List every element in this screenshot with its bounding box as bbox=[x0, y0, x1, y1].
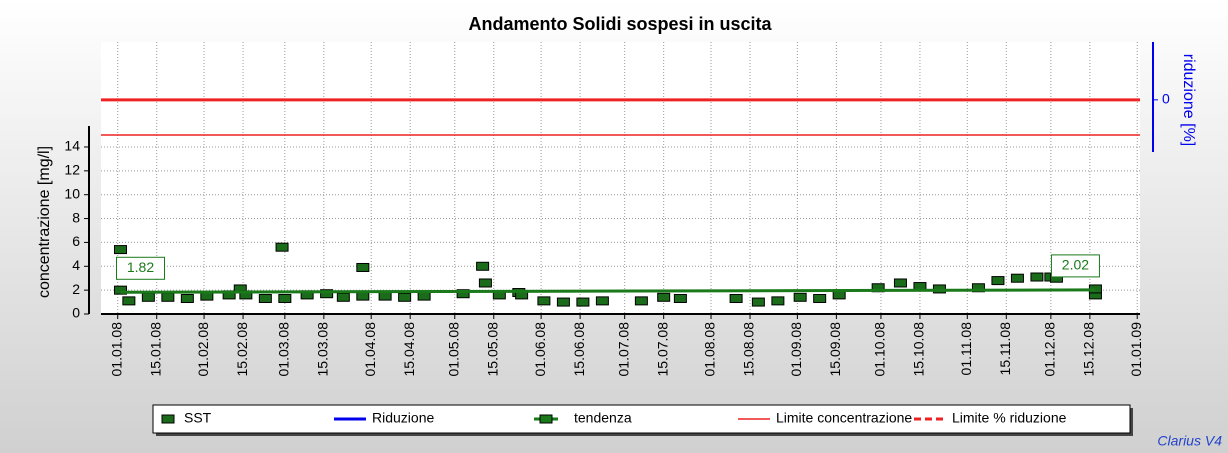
data-point bbox=[378, 291, 392, 301]
y-tick-label: 8 bbox=[72, 209, 80, 225]
x-tick-label: 01.09.08 bbox=[788, 322, 804, 377]
data-point bbox=[673, 293, 687, 303]
legend-label: tendenza bbox=[574, 410, 632, 426]
x-tick-label: 01.07.08 bbox=[615, 322, 631, 377]
data-point bbox=[478, 278, 492, 288]
x-tick-label: 15.04.08 bbox=[401, 322, 417, 377]
x-tick-label: 01.08.08 bbox=[702, 322, 718, 377]
x-tick-label: 15.05.08 bbox=[484, 322, 500, 377]
x-tick-label: 15.09.08 bbox=[827, 322, 843, 377]
data-point bbox=[595, 296, 609, 306]
legend-label: Limite % riduzione bbox=[952, 410, 1067, 426]
x-tick-label: 01.02.08 bbox=[195, 322, 211, 377]
x-tick-label: 15.12.08 bbox=[1081, 322, 1097, 377]
legend bbox=[152, 404, 1131, 434]
annotation-box bbox=[115, 256, 165, 280]
x-tick-label: 01.04.08 bbox=[362, 322, 378, 377]
x-tick-label: 01.06.08 bbox=[532, 322, 548, 377]
data-point bbox=[476, 261, 490, 271]
x-tick-label: 15.10.08 bbox=[911, 322, 927, 377]
data-point bbox=[556, 297, 570, 307]
data-point bbox=[657, 292, 671, 302]
x-tick-label: 15.07.08 bbox=[654, 322, 670, 377]
data-point bbox=[751, 297, 765, 307]
data-point bbox=[771, 296, 785, 306]
data-point bbox=[813, 293, 827, 303]
data-point bbox=[1010, 273, 1024, 283]
y-tick-label: 4 bbox=[72, 257, 80, 273]
data-point bbox=[113, 245, 127, 255]
footer: Clarius V4 bbox=[1157, 433, 1222, 449]
x-tick-label: 01.01.08 bbox=[108, 322, 124, 377]
annotation-box bbox=[1050, 254, 1100, 278]
x-tick-label: 15.08.08 bbox=[741, 322, 757, 377]
data-point bbox=[893, 278, 907, 288]
y2-axis-title: riduzione [%] bbox=[1180, 54, 1197, 147]
x-tick-label: 15.03.08 bbox=[315, 322, 331, 377]
x-tick-label: 15.02.08 bbox=[234, 322, 250, 377]
data-point bbox=[141, 292, 155, 302]
plot-area bbox=[101, 42, 1140, 314]
data-point bbox=[275, 242, 289, 252]
annotation: 2.02 bbox=[1062, 257, 1089, 273]
data-point bbox=[356, 262, 370, 272]
data-point bbox=[278, 293, 292, 303]
x-tick-label: 15.01.08 bbox=[147, 322, 163, 377]
y2-tick-label: 0 bbox=[1162, 91, 1170, 107]
x-tick-label: 01.12.08 bbox=[1042, 322, 1058, 377]
data-point bbox=[832, 290, 846, 300]
data-point bbox=[356, 291, 370, 301]
chart-title: Andamento Solidi sospesi in uscita bbox=[468, 14, 772, 34]
y-tick-label: 14 bbox=[64, 138, 80, 154]
data-point bbox=[161, 292, 175, 302]
x-tick-label: 01.03.08 bbox=[276, 322, 292, 377]
legend-marker bbox=[539, 414, 553, 424]
x-tick-label: 15.06.08 bbox=[571, 322, 587, 377]
x-tick-label: 01.05.08 bbox=[445, 322, 461, 377]
legend-label: SST bbox=[184, 410, 212, 426]
x-tick-label: 01.11.08 bbox=[958, 322, 974, 376]
y-tick-label: 10 bbox=[64, 185, 80, 201]
data-point bbox=[991, 276, 1005, 286]
legend-marker bbox=[161, 414, 175, 424]
y-tick-label: 0 bbox=[72, 305, 80, 321]
data-point bbox=[537, 296, 551, 306]
data-point bbox=[258, 293, 272, 303]
data-point bbox=[320, 289, 334, 299]
legend-label: Limite concentrazione bbox=[776, 410, 912, 426]
data-point bbox=[180, 293, 194, 303]
x-tick-label: 01.10.08 bbox=[872, 322, 888, 377]
data-point bbox=[1030, 272, 1044, 282]
y-tick-label: 12 bbox=[64, 162, 80, 178]
data-point bbox=[398, 292, 412, 302]
x-tick-label: 01.01.09 bbox=[1128, 322, 1144, 377]
data-point bbox=[336, 292, 350, 302]
y-tick-label: 6 bbox=[72, 233, 80, 249]
trend-line bbox=[120, 288, 1096, 294]
data-point bbox=[576, 297, 590, 307]
annotation: 1.82 bbox=[127, 259, 154, 275]
legend-label: Riduzione bbox=[372, 410, 434, 426]
data-point bbox=[113, 285, 127, 295]
data-point bbox=[456, 289, 470, 299]
y-axis-title: concentrazione [mg/l] bbox=[36, 146, 53, 298]
data-point bbox=[122, 296, 136, 306]
data-point bbox=[634, 296, 648, 306]
data-point bbox=[971, 283, 985, 293]
x-tick-label: 15.11.08 bbox=[997, 322, 1013, 376]
data-point bbox=[793, 292, 807, 302]
y-tick-label: 2 bbox=[72, 281, 80, 297]
data-point bbox=[417, 291, 431, 301]
data-point bbox=[729, 293, 743, 303]
